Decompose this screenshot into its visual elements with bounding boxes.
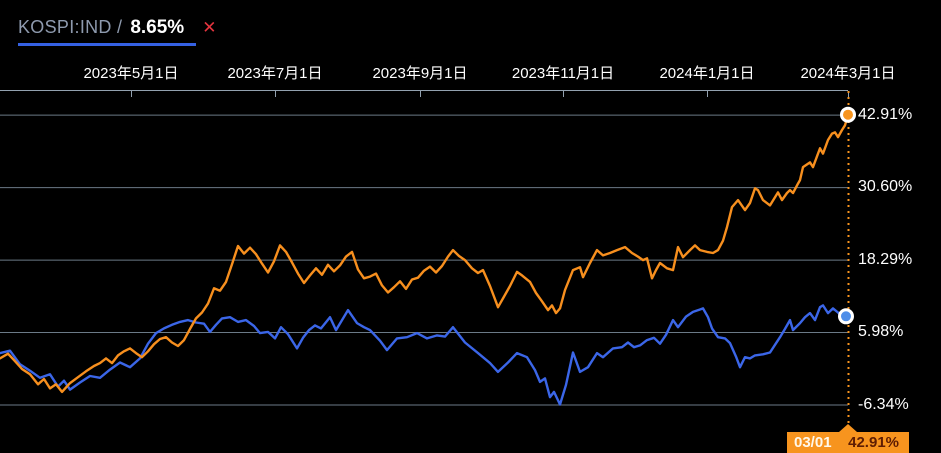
tooltip-arrow-icon	[839, 424, 857, 432]
y-axis-label: 5.98%	[858, 323, 904, 340]
series-end-dot	[838, 308, 854, 325]
y-axis-label: 18.29%	[858, 251, 913, 268]
series-ticker-label: KOSPI:IND /	[18, 17, 123, 37]
y-axis-label: -6.34%	[858, 396, 909, 413]
tooltip-date: 03/01	[794, 434, 832, 451]
x-axis-label: 2024年1月1日	[659, 65, 755, 82]
remove-series-button[interactable]: ✕	[202, 18, 217, 37]
tooltip-value: 42.91%	[848, 434, 899, 451]
y-axis-label: 30.60%	[858, 178, 913, 195]
x-axis-label: 2024年3月1日	[800, 65, 896, 82]
series-current-value: 8.65%	[130, 17, 185, 38]
tracker-tooltip-badge: 03/01 42.91%	[787, 424, 909, 453]
x-axis-label: 2023年11月1日	[511, 65, 615, 82]
y-axis-label: 42.91%	[858, 106, 913, 123]
x-axis-label: 2023年5月1日	[83, 65, 179, 82]
x-axis-label: 2023年9月1日	[372, 65, 468, 82]
series-header: KOSPI:IND / 8.65% ✕	[18, 17, 216, 39]
x-axis-label: 2023年7月1日	[227, 65, 323, 82]
series-end-dot	[840, 106, 856, 123]
series-underline	[18, 43, 196, 46]
